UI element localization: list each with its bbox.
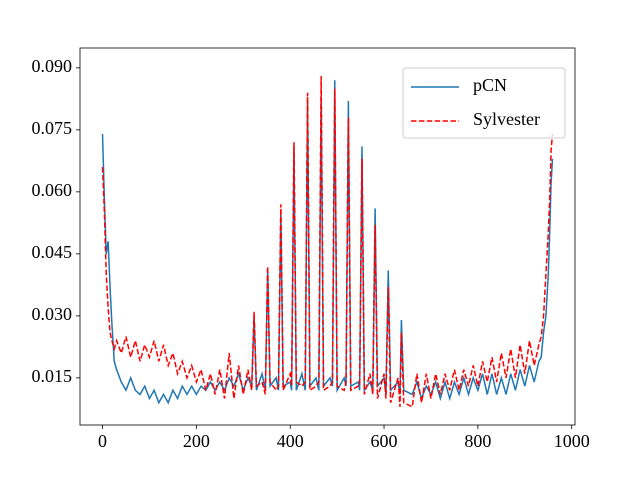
legend-label: pCN	[473, 75, 507, 95]
x-tick-label: 1000	[554, 431, 590, 451]
plot-frame	[79, 47, 576, 426]
series-line	[101, 76, 554, 408]
x-tick-label: 400	[277, 431, 304, 451]
x-tick-label: 200	[183, 431, 210, 451]
y-tick-label: 0.045	[32, 242, 73, 262]
x-tick-label: 0	[98, 431, 107, 451]
y-tick-label: 0.060	[32, 180, 73, 200]
y-tick-label: 0.030	[32, 304, 73, 324]
y-tick-label: 0.075	[32, 118, 73, 138]
x-tick-label: 600	[371, 431, 398, 451]
y-tick-label: 0.015	[32, 366, 73, 386]
legend-label: Sylvester	[473, 109, 540, 129]
y-tick-label: 0.090	[32, 56, 73, 76]
x-tick-label: 800	[464, 431, 491, 451]
series-line	[101, 80, 554, 405]
